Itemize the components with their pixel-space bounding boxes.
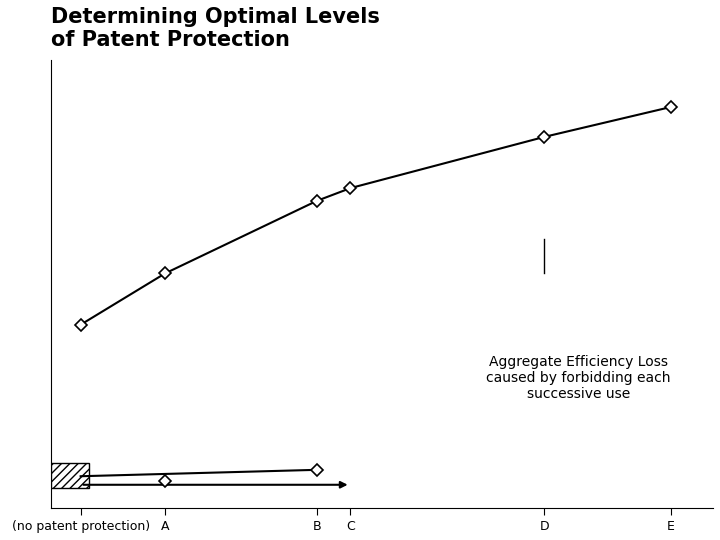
Text: Aggregate Efficiency Loss
caused by forbidding each
successive use: Aggregate Efficiency Loss caused by forb… bbox=[486, 355, 670, 401]
Text: Determining Optimal Levels
of Patent Protection: Determining Optimal Levels of Patent Pro… bbox=[51, 7, 380, 50]
Bar bbox=[51, 463, 89, 488]
